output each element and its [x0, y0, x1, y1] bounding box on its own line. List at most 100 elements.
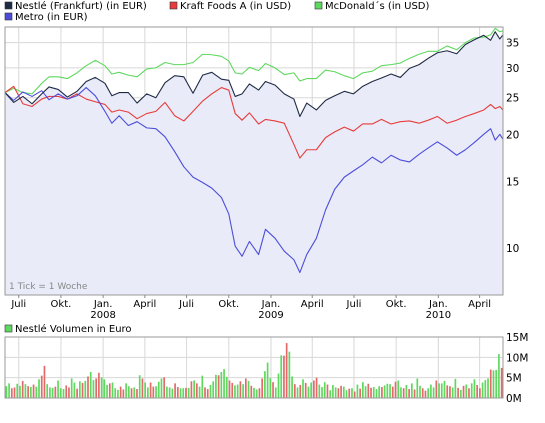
- volume-bar: [465, 384, 468, 398]
- volume-bar: [492, 370, 495, 398]
- volume-bar: [220, 371, 223, 398]
- volume-bar: [24, 384, 27, 398]
- y-tick-label: 10M: [506, 352, 528, 364]
- y-tick-label: 5M: [506, 373, 522, 385]
- series-line-kraft: [4, 85, 504, 159]
- volume-bar: [261, 378, 264, 398]
- y-tick-label: 10: [506, 243, 519, 255]
- volume-bar: [495, 369, 498, 398]
- volume-bar: [348, 388, 351, 398]
- volume-bar: [353, 391, 356, 398]
- volume-bar: [5, 386, 8, 398]
- volume-bar: [73, 382, 76, 398]
- volume-bar: [459, 389, 462, 398]
- volume-bar: [438, 383, 440, 398]
- volume-bar: [299, 384, 302, 398]
- volume-bar: [62, 389, 65, 398]
- series-line-mcdonalds: [4, 27, 504, 95]
- volume-bar: [168, 387, 171, 398]
- volume-bar: [340, 385, 342, 398]
- volume-bar: [247, 380, 250, 398]
- volume-bar: [98, 372, 100, 398]
- volume-bar: [182, 388, 185, 398]
- x-tick-label: Jan.: [261, 299, 281, 310]
- volume-bar: [391, 386, 394, 398]
- volume-bar: [302, 379, 304, 398]
- x-tick-label: Okt.: [51, 299, 72, 310]
- volume-bar: [127, 386, 130, 398]
- volume-bar: [296, 387, 299, 398]
- volume-bar: [166, 386, 168, 398]
- volume-bar: [209, 384, 212, 398]
- volume-bar: [32, 384, 35, 398]
- volume-bar: [440, 383, 443, 398]
- volume-bar: [413, 389, 416, 398]
- volume-bar: [498, 354, 500, 398]
- plot-frame: [4, 336, 504, 399]
- volume-bar: [54, 386, 57, 398]
- volume-bar: [255, 389, 258, 398]
- volume-bar: [372, 387, 375, 398]
- volume-bar: [59, 388, 62, 398]
- volume-bar: [92, 380, 95, 398]
- volume-bar: [179, 388, 182, 398]
- volume-bar: [500, 367, 503, 398]
- volume-bar: [484, 380, 487, 398]
- volume-bar: [108, 383, 111, 398]
- volume-bar: [435, 380, 438, 398]
- volume-bar: [57, 380, 59, 398]
- volume-bar: [198, 386, 201, 398]
- volume-bar: [125, 383, 127, 398]
- volume-bar: [264, 371, 266, 398]
- y-tick-label: 30: [506, 63, 519, 75]
- volume-bar: [171, 388, 174, 398]
- volume-bar: [190, 381, 193, 398]
- x-tick-year-label: 2008: [90, 310, 115, 321]
- volume-bar: [40, 375, 43, 398]
- volume-bar: [430, 384, 432, 398]
- volume-bar: [356, 384, 359, 398]
- volume-bar: [457, 387, 459, 398]
- volume-bar: [364, 386, 367, 398]
- volume-bar: [323, 382, 326, 398]
- x-tick-label: April: [468, 299, 491, 310]
- volume-bar: [269, 378, 272, 398]
- legend-swatch: [4, 12, 13, 21]
- volume-bar: [318, 384, 321, 398]
- volume-bar: [449, 386, 451, 398]
- volume-bar: [462, 385, 465, 398]
- volume-bar: [10, 388, 13, 398]
- price-chart-legend: Nestlé (Frankfurt) (in EUR) Kraft Foods A…: [4, 0, 429, 23]
- volume-bar: [163, 377, 166, 398]
- volume-bar: [70, 378, 73, 398]
- volume-bar: [489, 369, 492, 398]
- volume-bar: [400, 387, 402, 398]
- volume-bar: [141, 378, 144, 398]
- volume-bar: [185, 387, 187, 398]
- y-tick-label: 15: [506, 176, 519, 188]
- volume-bar: [201, 375, 204, 398]
- volume-bar: [468, 388, 470, 398]
- volume-bar: [394, 381, 397, 398]
- legend-label: Metro (in EUR): [15, 12, 88, 23]
- volume-chart-legend: Nestlé Volumen in Euro: [4, 323, 132, 335]
- volume-bar: [196, 383, 198, 398]
- volume-bar: [310, 382, 312, 398]
- volume-bar: [46, 384, 49, 398]
- volume-bar: [375, 389, 378, 398]
- y-tick-label: 25: [506, 93, 519, 105]
- volume-bar: [38, 379, 40, 398]
- volume-bar: [236, 384, 239, 398]
- volume-bar: [283, 355, 285, 398]
- volume-bar: [242, 384, 244, 398]
- y-tick-label: 0M: [506, 393, 522, 405]
- volume-bar: [367, 383, 370, 398]
- volume-bar: [386, 383, 389, 398]
- volume-bar: [250, 385, 253, 398]
- volume-bar: [133, 387, 136, 398]
- volume-bar: [89, 371, 92, 398]
- volume-bar: [193, 380, 195, 398]
- volume-bar: [187, 387, 190, 398]
- legend-label: Nestlé (Frankfurt) (in EUR): [15, 0, 147, 12]
